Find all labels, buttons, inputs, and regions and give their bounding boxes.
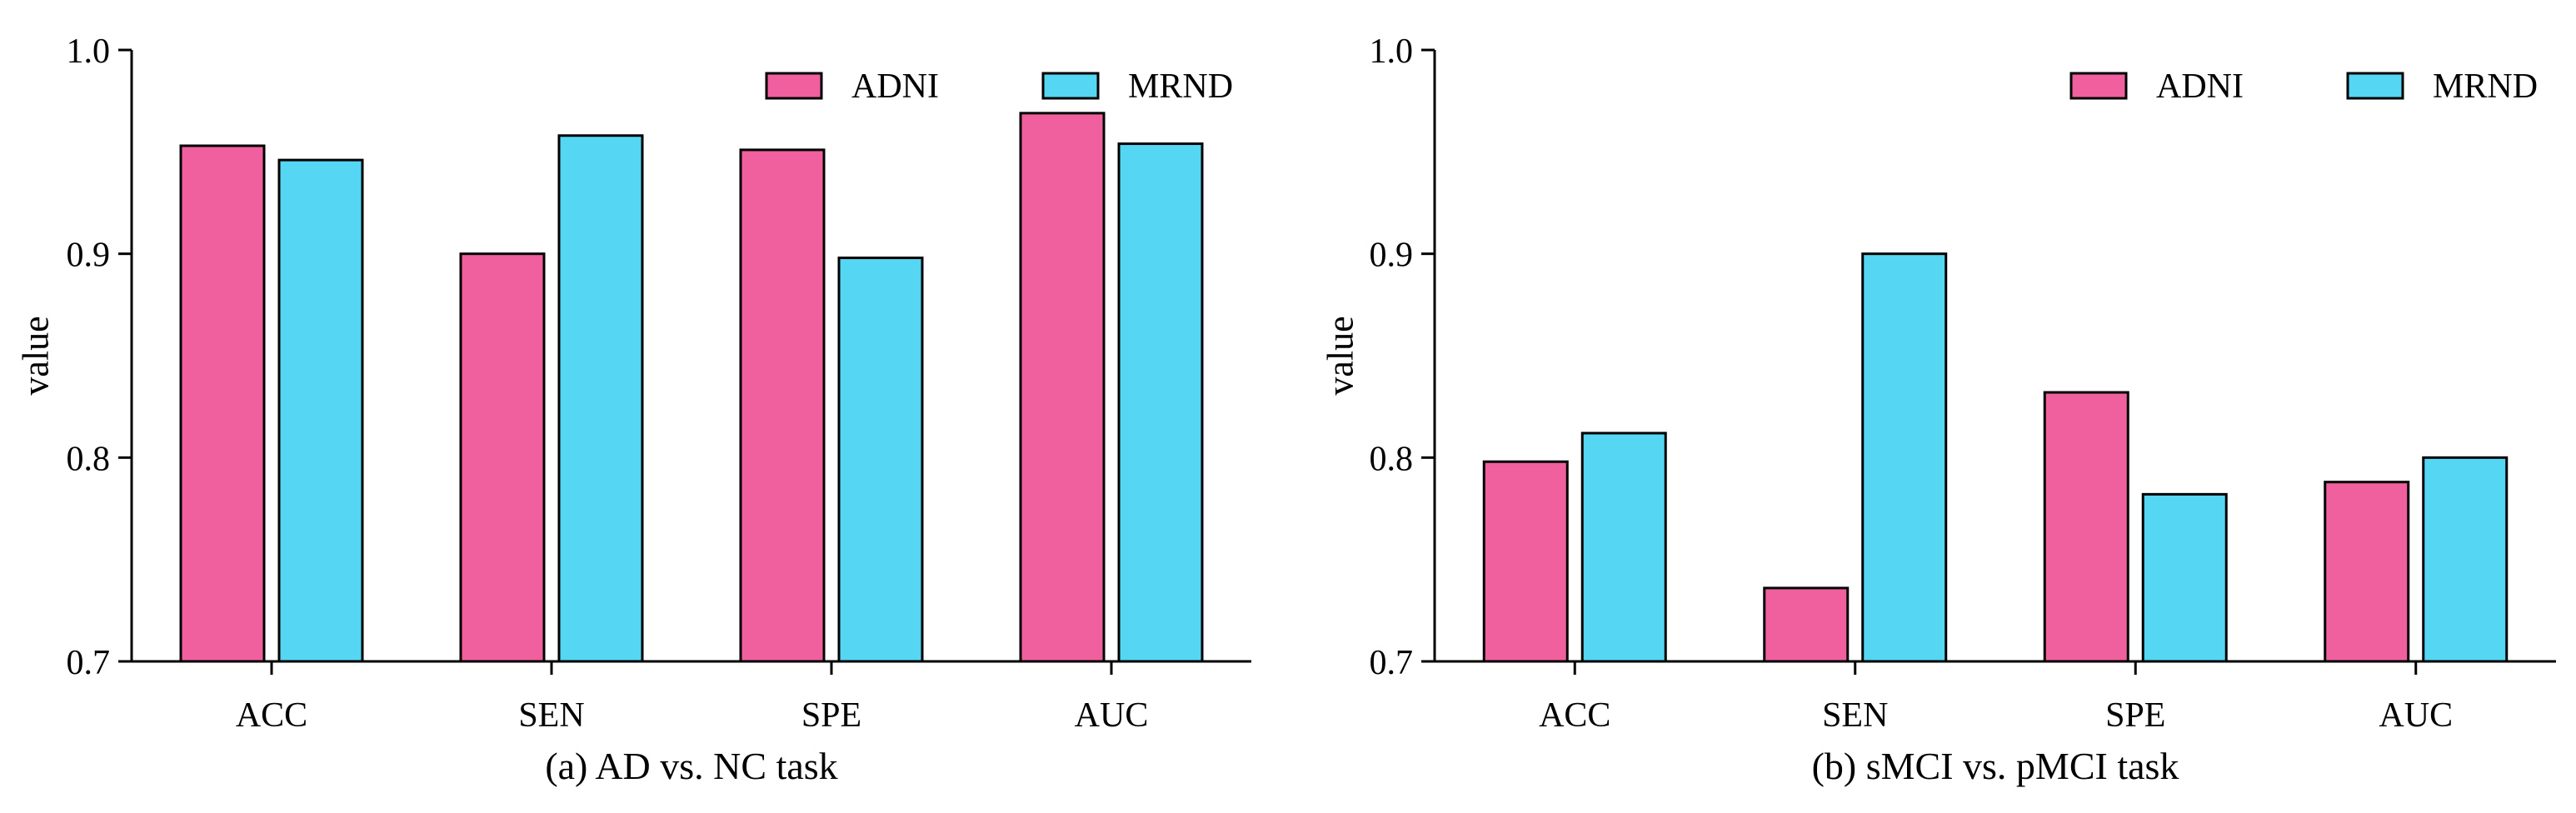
x-tick-label-spe: SPE (2105, 696, 2165, 735)
y-tick-label: 0.9 (1370, 237, 1414, 275)
legend-label-mrnd: MRND (2433, 67, 2538, 106)
y-tick-label: 0.8 (1370, 440, 1414, 478)
legend-swatch-adni (2069, 72, 2128, 100)
legend-swatch-mrnd (1041, 72, 1100, 100)
x-tick-label-acc: ACC (1539, 696, 1610, 735)
y-tick-label: 0.7 (1370, 644, 1414, 682)
y-tick-label: 0.8 (67, 440, 111, 478)
bar-mrnd-auc (1117, 142, 1204, 663)
bar-adni-spe (739, 148, 826, 663)
x-tick-label-spe: SPE (801, 696, 861, 735)
y-tick-label: 1.0 (67, 32, 111, 71)
legend-swatch-mrnd (2346, 72, 2404, 100)
bar-adni-sen (459, 252, 546, 663)
y-tick-label: 1.0 (1370, 32, 1414, 71)
legend-label-mrnd: MRND (1128, 67, 1233, 106)
chart-ad-vs-nc: 0.7 0.8 0.9 1.0 ACC SEN SPE AUC value (a) AD vs. … (15, 32, 1251, 787)
bar-mrnd-spe (837, 257, 924, 663)
x-tick-label-auc: AUC (1075, 696, 1149, 735)
bar-mrnd-sen (1861, 252, 1948, 663)
bar-mrnd-spe (2141, 492, 2228, 663)
bar-mrnd-auc (2422, 456, 2509, 663)
x-tick-label-auc: AUC (2379, 696, 2453, 735)
y-axis-title: value (15, 316, 56, 395)
chart-caption: (a) AD vs. NC task (545, 745, 837, 787)
bar-mrnd-acc (277, 158, 364, 663)
y-tick-label: 0.9 (67, 237, 111, 275)
bar-adni-sen (1763, 586, 1850, 663)
y-axis-title: value (1320, 316, 1360, 395)
bar-adni-auc (2324, 481, 2410, 663)
bar-adni-spe (2043, 391, 2129, 663)
bar-adni-auc (1019, 112, 1106, 663)
chart-caption: (b) sMCI vs. pMCI task (1812, 745, 2179, 787)
bar-mrnd-sen (557, 134, 644, 663)
x-tick-label-sen: SEN (1822, 696, 1888, 735)
bar-mrnd-acc (1580, 431, 1667, 663)
chart-smci-vs-pmci: 0.7 0.8 0.9 1.0 ACC SEN SPE AUC value (b) sMCI vs… (1320, 32, 2556, 787)
x-tick-label-acc: ACC (236, 696, 307, 735)
y-tick-label: 0.7 (67, 644, 111, 682)
legend-label-adni: ADNI (851, 67, 939, 106)
legend-swatch-adni (765, 72, 823, 100)
x-tick-label-sen: SEN (518, 696, 584, 735)
bar-adni-acc (179, 144, 266, 663)
legend-label-adni: ADNI (2156, 67, 2244, 106)
bar-adni-acc (1482, 460, 1569, 663)
